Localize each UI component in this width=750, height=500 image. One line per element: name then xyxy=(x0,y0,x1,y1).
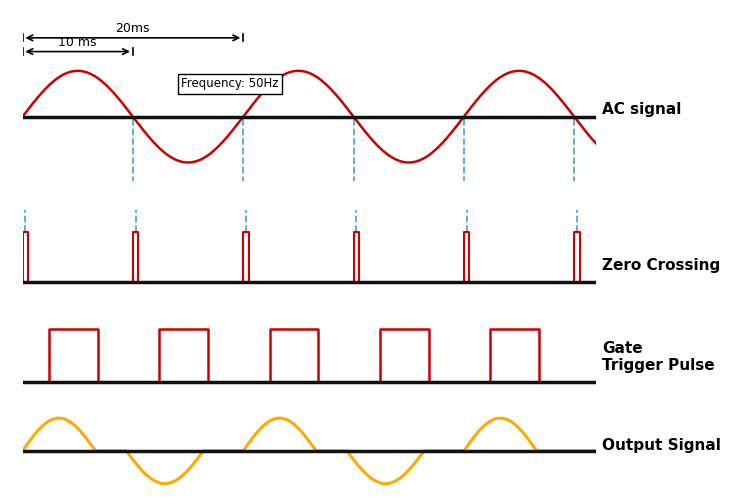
Text: Zero Crossing: Zero Crossing xyxy=(602,258,720,273)
Text: Gate
Trigger Pulse: Gate Trigger Pulse xyxy=(602,341,715,373)
Text: 10 ms: 10 ms xyxy=(58,36,97,49)
Text: Output Signal: Output Signal xyxy=(602,438,721,454)
Text: 20ms: 20ms xyxy=(116,22,150,35)
Text: AC signal: AC signal xyxy=(602,102,681,118)
Text: Frequency: 50Hz: Frequency: 50Hz xyxy=(182,77,279,90)
